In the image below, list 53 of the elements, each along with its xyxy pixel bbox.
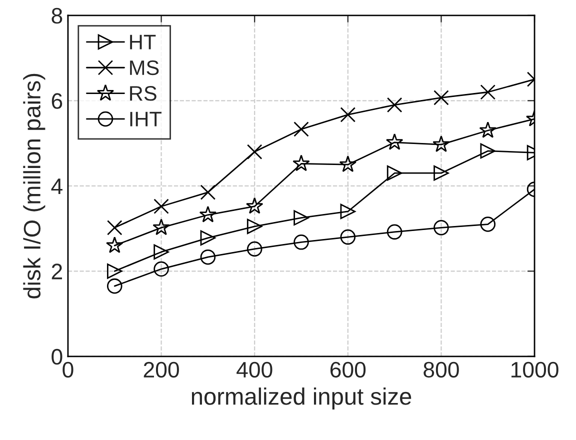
- point: [292, 154, 310, 172]
- y-axis-title: disk I/O (million pairs): [23, 74, 46, 298]
- y-tick-label: 8: [52, 8, 62, 24]
- point: [386, 97, 402, 113]
- point: [434, 220, 449, 236]
- x-axis-title: normalized input size: [192, 388, 412, 410]
- legend-label: IHT: [130, 112, 162, 126]
- point: [432, 136, 450, 152]
- y-tick-label: 6: [52, 93, 62, 109]
- point: [200, 230, 216, 246]
- point: [480, 143, 496, 159]
- point: [480, 84, 496, 100]
- point: [340, 204, 356, 220]
- point: [294, 234, 309, 250]
- x-tick-label: 800: [424, 362, 459, 378]
- point: [200, 249, 216, 265]
- point: [200, 184, 216, 200]
- point: [246, 241, 262, 257]
- y-tick-label: 2: [52, 264, 62, 280]
- x-tick-label: 600: [330, 362, 366, 378]
- x-tick-label: 0: [62, 362, 74, 378]
- point: [339, 156, 357, 172]
- point: [152, 218, 170, 236]
- point: [106, 264, 122, 279]
- point: [386, 224, 402, 240]
- point: [106, 236, 124, 254]
- x-tick-label: 400: [236, 362, 272, 378]
- y-tick-label: 0: [52, 348, 62, 365]
- point: [106, 278, 122, 294]
- legend-label: MS: [130, 60, 159, 76]
- point: [246, 197, 264, 214]
- point: [294, 122, 309, 137]
- point: [340, 107, 356, 122]
- legend-label: RS: [130, 86, 156, 101]
- legend-label: HT: [130, 34, 156, 50]
- y-tick-label: 4: [51, 178, 62, 194]
- point: [340, 229, 356, 245]
- point: [480, 216, 496, 232]
- point: [434, 165, 449, 181]
- point: [199, 206, 217, 222]
- point: [386, 133, 404, 150]
- point: [154, 261, 169, 277]
- x-tick-label: 1000: [512, 362, 558, 378]
- point: [294, 210, 309, 226]
- point: [434, 90, 449, 106]
- point: [106, 220, 122, 236]
- point: [246, 218, 262, 234]
- point: [154, 244, 169, 260]
- x-tick-label: 200: [144, 362, 179, 378]
- point: [386, 165, 402, 181]
- point: [479, 121, 496, 138]
- point: [246, 144, 262, 160]
- point: [154, 198, 169, 214]
